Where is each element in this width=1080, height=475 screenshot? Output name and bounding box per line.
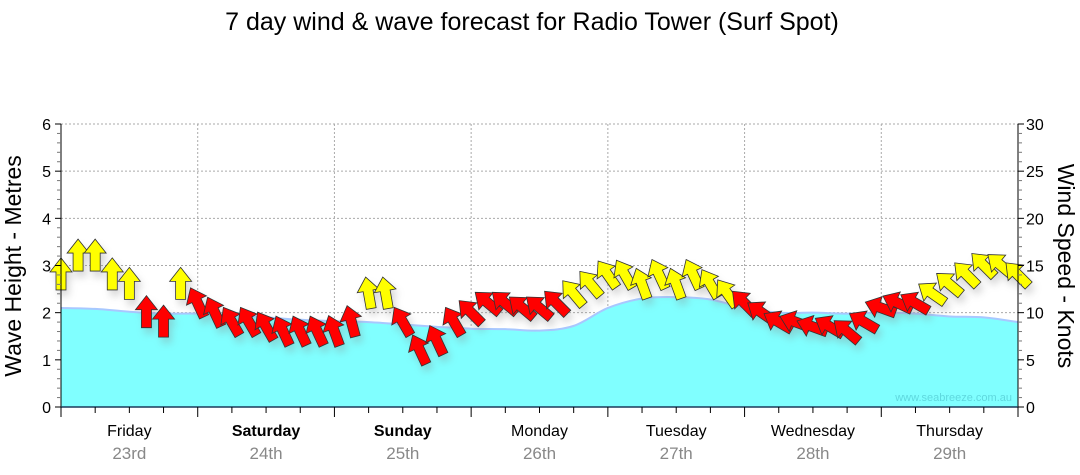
wind-arrows [49, 238, 1036, 373]
left-tick-label: 3 [42, 259, 51, 276]
wind-arrow [681, 258, 705, 292]
left-tick-label: 1 [42, 353, 51, 370]
right-tick-label: 15 [1026, 259, 1044, 276]
wind-arrow [954, 262, 982, 290]
right-tick-label: 20 [1026, 211, 1044, 228]
wind-arrow [117, 266, 142, 300]
wind-arrow [83, 238, 108, 272]
day-label: Tuesday [646, 423, 707, 440]
right-tick-label: 0 [1026, 400, 1035, 417]
wind-arrow [391, 306, 416, 339]
wind-arrow [373, 276, 397, 310]
wind-arrow [525, 296, 555, 322]
wind-arrow [458, 300, 486, 328]
wind-arrow [168, 266, 193, 300]
right-tick-label: 5 [1026, 353, 1035, 370]
right-tick-label: 25 [1026, 164, 1044, 181]
wind-arrow [596, 260, 622, 291]
left-tick-label: 5 [42, 164, 51, 181]
watermark: www.seabreeze.com.au [894, 392, 1012, 404]
wind-arrow [900, 291, 932, 316]
right-tick-label: 10 [1026, 306, 1044, 323]
day-label: Wednesday [771, 423, 855, 440]
wind-arrow [579, 270, 605, 300]
left-tick-label: 6 [42, 117, 51, 134]
wind-arrow [918, 282, 949, 308]
wind-arrow [544, 290, 572, 318]
left-tick-label: 0 [42, 400, 51, 417]
wind-arrow [864, 295, 898, 319]
day-label: Saturday [232, 423, 301, 440]
date-label: 29th [933, 444, 966, 463]
wind-arrow [220, 306, 245, 339]
right-axis-label: Wind Speed - Knots [1053, 164, 1079, 369]
wind-arrow [630, 267, 653, 301]
wind-arrow [185, 287, 210, 320]
axes: 0 1 2 3 4 5 6 0 5 10 15 20 25 30 Friday 23rd Saturday 24t… [42, 117, 1044, 463]
date-label: 26th [523, 444, 556, 463]
day-label: Monday [511, 423, 568, 440]
wind-arrow [202, 296, 227, 329]
date-label: 27th [660, 444, 693, 463]
date-label: 25th [386, 444, 419, 463]
left-tick-label: 2 [42, 306, 51, 323]
wind-arrow [322, 314, 345, 348]
wind-arrow [425, 324, 449, 358]
left-tick-label: 4 [42, 211, 51, 228]
wind-arrow [254, 311, 279, 343]
wind-arrow [339, 305, 363, 339]
day-label: Thursday [916, 423, 983, 440]
date-label: 23rd [112, 444, 146, 463]
wind-arrow [763, 310, 795, 335]
wind-arrow [647, 258, 671, 292]
wind-arrow [936, 273, 965, 299]
wind-arrow [305, 315, 329, 348]
day-label: Sunday [374, 423, 432, 440]
day-label: Friday [107, 423, 151, 440]
wind-arrow [134, 295, 159, 329]
wind-arrow [562, 280, 588, 310]
wind-arrow [698, 269, 723, 301]
right-tick-label: 30 [1026, 117, 1044, 134]
wind-arrow [151, 304, 176, 338]
wind-arrow [408, 334, 432, 367]
wind-arrow [833, 320, 863, 346]
wind-arrow [664, 267, 687, 301]
left-axis-label: Wave Height - Metres [0, 155, 26, 377]
date-label: 28th [796, 444, 829, 463]
wind-arrow [100, 257, 125, 291]
date-label: 24th [250, 444, 283, 463]
wind-arrow [848, 310, 881, 335]
chart-title: 7 day wind & wave forecast for Radio Tow… [225, 8, 839, 36]
